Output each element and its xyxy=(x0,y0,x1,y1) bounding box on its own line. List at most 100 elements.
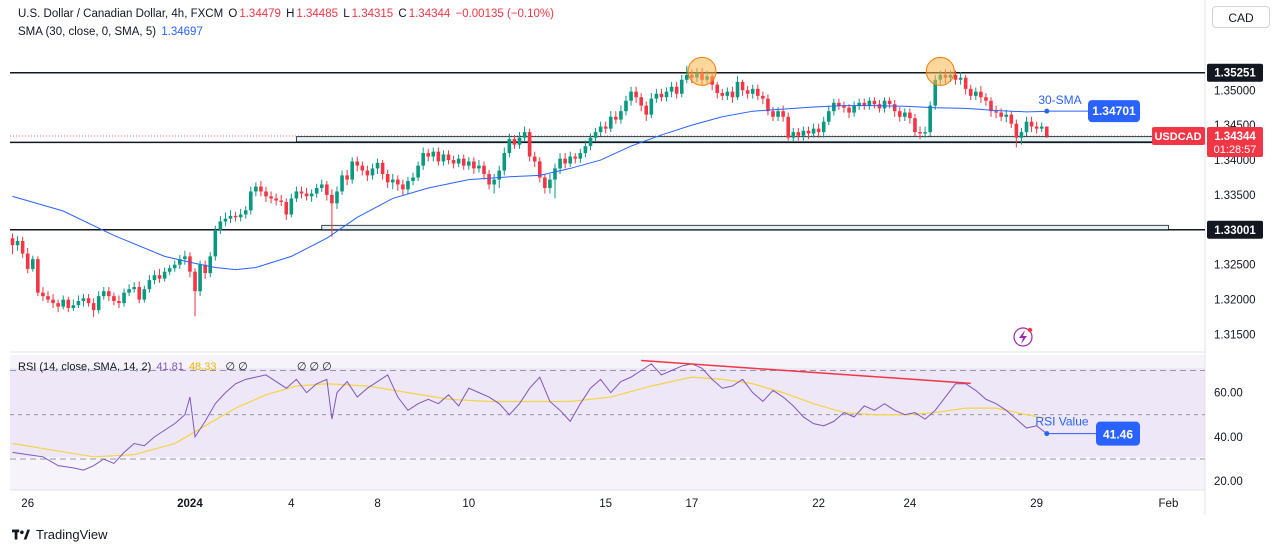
candle-body xyxy=(512,139,517,145)
candle-body xyxy=(137,287,142,300)
candle-body xyxy=(1044,126,1049,137)
candle-body xyxy=(385,174,390,183)
candle-body xyxy=(345,175,349,180)
candle-body xyxy=(614,116,618,120)
candle-body xyxy=(968,88,973,96)
candle-body xyxy=(887,100,892,105)
price-tick-label: 1.32500 xyxy=(1214,260,1256,272)
candle-body xyxy=(147,280,152,290)
candle-body xyxy=(461,158,466,166)
candle-body xyxy=(644,105,649,115)
rsi-header-extra2: ∅ ∅ ∅ xyxy=(296,361,332,373)
candle-body xyxy=(730,91,735,98)
candle-body xyxy=(750,88,755,94)
currency-button[interactable]: CAD xyxy=(1212,6,1270,28)
rsi-annotation: RSI Value xyxy=(1035,415,1088,429)
candle-body xyxy=(355,161,360,166)
candle-body xyxy=(568,156,572,164)
candle-body xyxy=(801,130,806,136)
candle-body xyxy=(619,111,623,120)
candle-body xyxy=(933,79,938,106)
lightning-glyph-icon xyxy=(1019,330,1027,344)
candle-body xyxy=(492,179,496,185)
candle-body xyxy=(162,271,167,279)
candle-body xyxy=(563,158,567,164)
candle-body xyxy=(46,296,50,300)
candle-body xyxy=(248,191,253,211)
candle-body xyxy=(167,268,172,272)
candle-body xyxy=(218,221,223,230)
candle-body xyxy=(223,218,228,222)
candle-body xyxy=(502,153,507,171)
rsi-pane-background xyxy=(10,355,1205,490)
candle-body xyxy=(806,130,811,134)
candle-body xyxy=(583,146,588,154)
candle-body xyxy=(76,301,81,306)
candle-body xyxy=(527,132,532,157)
candle-body xyxy=(101,291,106,297)
candle-body xyxy=(679,79,684,94)
candle-body xyxy=(71,305,76,309)
sma-value-box xyxy=(1088,100,1140,123)
candle-body xyxy=(122,292,126,304)
candle-body xyxy=(958,77,963,80)
candle-body xyxy=(431,151,436,157)
candle-body xyxy=(588,137,593,147)
candle-body xyxy=(314,187,319,194)
candle-body xyxy=(299,191,304,194)
candle-body xyxy=(639,97,643,106)
candle-body xyxy=(892,104,897,112)
time-tick-label: 22 xyxy=(812,498,825,510)
candle-body xyxy=(274,198,278,201)
price-tick-label: 1.35000 xyxy=(1214,85,1256,97)
support-zone-1 xyxy=(296,136,1159,143)
candle-body xyxy=(553,168,557,180)
candle-body xyxy=(157,275,162,279)
candle-body xyxy=(573,156,578,159)
resistance-price-box xyxy=(1207,63,1263,82)
time-tick-label: 4 xyxy=(288,498,295,510)
candle-body xyxy=(96,296,101,311)
rsi-tick-label: 20.00 xyxy=(1214,476,1243,488)
symbol-tag-box xyxy=(1152,127,1205,146)
candle-body xyxy=(923,132,927,134)
candle-body xyxy=(852,105,856,113)
candle-body xyxy=(309,193,314,197)
top-marker-2 xyxy=(925,56,955,86)
candle-body xyxy=(66,299,71,309)
candle-body xyxy=(1004,114,1009,117)
candle-body xyxy=(188,256,192,272)
candle-body xyxy=(233,215,238,218)
candle-body xyxy=(350,161,354,180)
ohlc-close-label: C xyxy=(398,8,407,20)
candle-body xyxy=(56,303,60,307)
candle-body xyxy=(411,177,415,181)
candle-body xyxy=(832,102,836,112)
candle-body xyxy=(974,91,978,96)
price-tick-label: 1.33500 xyxy=(1214,190,1256,202)
candle-body xyxy=(659,93,664,98)
candle-body xyxy=(791,132,796,138)
candle-body xyxy=(472,161,476,169)
candle-body xyxy=(877,104,882,109)
candle-body xyxy=(477,165,481,169)
candle-body xyxy=(989,100,993,112)
candle-body xyxy=(132,287,136,290)
candle-body xyxy=(608,116,613,129)
candle-body xyxy=(81,298,86,302)
candle-body xyxy=(882,100,887,109)
sma-header: SMA (30, close, 0, SMA, 5) 1.34697 xyxy=(18,26,205,38)
candle-body xyxy=(984,97,988,101)
time-tick-label: 10 xyxy=(462,498,475,510)
candle-body xyxy=(532,156,537,162)
candle-body xyxy=(913,118,917,133)
candle-body xyxy=(857,102,861,106)
rsi-tick-label: 60.00 xyxy=(1214,388,1243,400)
candle-body xyxy=(487,174,491,185)
candle-body xyxy=(654,93,659,99)
candle-body xyxy=(745,90,750,94)
candle-body xyxy=(259,186,263,192)
candle-body xyxy=(761,95,765,99)
candle-body xyxy=(243,210,248,215)
candle-body xyxy=(30,259,35,269)
